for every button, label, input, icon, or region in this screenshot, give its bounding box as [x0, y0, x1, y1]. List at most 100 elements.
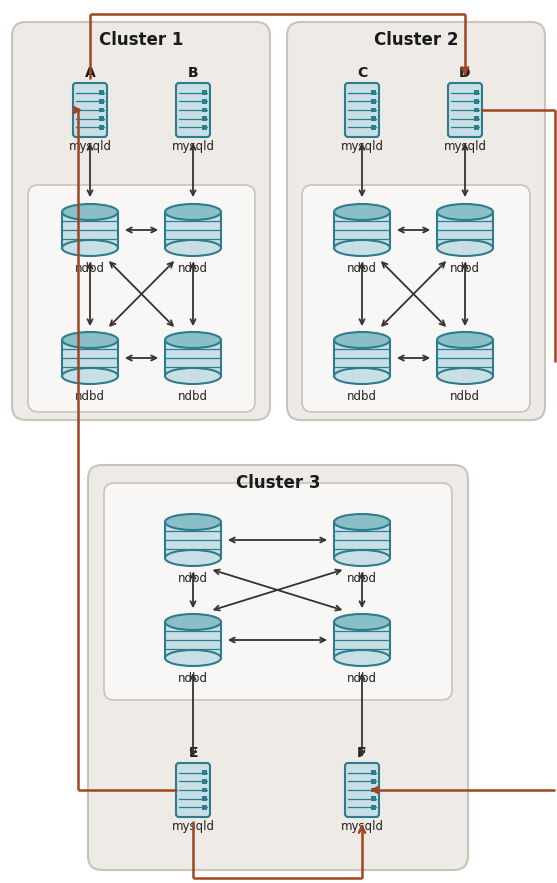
FancyBboxPatch shape [104, 483, 452, 700]
Bar [474, 125, 479, 130]
Bar [474, 90, 479, 95]
Bar [334, 340, 390, 376]
Bar [371, 788, 376, 792]
Text: Cluster 2: Cluster 2 [374, 31, 458, 49]
FancyBboxPatch shape [448, 83, 482, 137]
FancyBboxPatch shape [176, 83, 210, 137]
Ellipse shape [62, 204, 118, 220]
Bar [371, 117, 376, 121]
Text: ndbd: ndbd [75, 390, 105, 403]
Text: ndbd: ndbd [75, 262, 105, 275]
Bar [371, 770, 376, 775]
FancyBboxPatch shape [302, 185, 530, 412]
Ellipse shape [437, 332, 493, 348]
Text: mysqld: mysqld [340, 140, 384, 153]
Bar [202, 125, 207, 130]
Ellipse shape [165, 332, 221, 348]
Bar [202, 108, 207, 112]
Text: F: F [357, 746, 367, 760]
Bar [62, 340, 118, 376]
Text: C: C [357, 66, 367, 80]
Text: mysqld: mysqld [69, 140, 111, 153]
Ellipse shape [165, 550, 221, 566]
Text: ndbd: ndbd [347, 572, 377, 585]
Bar [202, 788, 207, 792]
Ellipse shape [334, 550, 390, 566]
Ellipse shape [334, 650, 390, 666]
Bar [371, 779, 376, 784]
Bar [165, 622, 221, 658]
Text: ndbd: ndbd [347, 390, 377, 403]
Bar [99, 117, 104, 121]
Bar [202, 99, 207, 103]
Bar [202, 796, 207, 801]
Text: mysqld: mysqld [340, 820, 384, 833]
Ellipse shape [165, 204, 221, 220]
Bar [202, 779, 207, 784]
Text: ndbd: ndbd [178, 390, 208, 403]
Bar [334, 212, 390, 248]
Bar [334, 622, 390, 658]
Bar [62, 212, 118, 248]
Ellipse shape [437, 368, 493, 384]
Bar [371, 805, 376, 810]
Bar [99, 99, 104, 103]
Bar [202, 805, 207, 810]
Ellipse shape [165, 368, 221, 384]
Ellipse shape [437, 240, 493, 256]
Ellipse shape [334, 204, 390, 220]
Text: A: A [85, 66, 95, 80]
Bar [202, 770, 207, 775]
FancyBboxPatch shape [73, 83, 107, 137]
FancyBboxPatch shape [176, 763, 210, 817]
Ellipse shape [334, 614, 390, 630]
Bar [202, 117, 207, 121]
Bar [165, 340, 221, 376]
Bar [371, 99, 376, 103]
Bar [99, 125, 104, 130]
Bar [202, 90, 207, 95]
FancyBboxPatch shape [28, 185, 255, 412]
Ellipse shape [437, 204, 493, 220]
Bar [437, 212, 493, 248]
Ellipse shape [334, 368, 390, 384]
Ellipse shape [165, 240, 221, 256]
Text: E: E [188, 746, 198, 760]
Bar [371, 125, 376, 130]
Text: ndbd: ndbd [347, 672, 377, 685]
FancyBboxPatch shape [88, 465, 468, 870]
Bar [474, 108, 479, 112]
Text: mysqld: mysqld [172, 820, 214, 833]
Text: mysqld: mysqld [443, 140, 486, 153]
Bar [165, 212, 221, 248]
Text: ndbd: ndbd [178, 572, 208, 585]
Text: Cluster 3: Cluster 3 [236, 474, 320, 492]
Ellipse shape [165, 650, 221, 666]
Bar [371, 796, 376, 801]
Ellipse shape [334, 514, 390, 530]
Text: D: D [460, 66, 471, 80]
Ellipse shape [334, 332, 390, 348]
Bar [371, 90, 376, 95]
Ellipse shape [62, 368, 118, 384]
Bar [371, 108, 376, 112]
Text: mysqld: mysqld [172, 140, 214, 153]
Text: ndbd: ndbd [450, 390, 480, 403]
Text: ndbd: ndbd [347, 262, 377, 275]
FancyBboxPatch shape [345, 83, 379, 137]
Ellipse shape [334, 240, 390, 256]
Bar [99, 108, 104, 112]
Text: B: B [188, 66, 198, 80]
Ellipse shape [62, 240, 118, 256]
Bar [437, 340, 493, 376]
FancyBboxPatch shape [287, 22, 545, 420]
Bar [474, 117, 479, 121]
Text: ndbd: ndbd [178, 672, 208, 685]
Text: ndbd: ndbd [450, 262, 480, 275]
FancyBboxPatch shape [345, 763, 379, 817]
Bar [474, 99, 479, 103]
Bar [99, 90, 104, 95]
Ellipse shape [165, 514, 221, 530]
Ellipse shape [62, 332, 118, 348]
Ellipse shape [165, 614, 221, 630]
